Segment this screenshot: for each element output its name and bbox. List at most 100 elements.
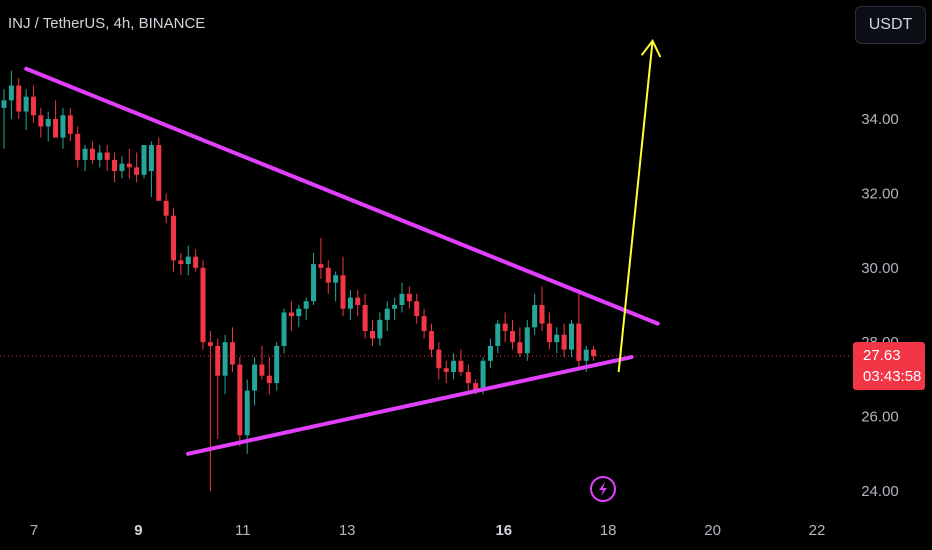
candle bbox=[392, 297, 398, 320]
candle bbox=[510, 319, 516, 350]
candles-layer bbox=[1, 70, 597, 491]
candle bbox=[546, 312, 552, 350]
candle bbox=[222, 334, 228, 395]
trendlines-layer bbox=[24, 66, 660, 456]
breakout-arrow-layer bbox=[617, 38, 662, 373]
bar-countdown: 03:43:58 bbox=[863, 368, 922, 385]
candle bbox=[163, 193, 169, 224]
breakout-arrow[interactable] bbox=[617, 38, 662, 373]
candle bbox=[75, 126, 81, 168]
candle bbox=[200, 260, 206, 350]
candle bbox=[370, 319, 375, 346]
candle bbox=[384, 301, 390, 332]
candle bbox=[451, 353, 457, 380]
candle bbox=[67, 107, 73, 142]
candle bbox=[104, 145, 110, 172]
candle bbox=[97, 145, 103, 168]
candle bbox=[30, 85, 36, 123]
candle bbox=[288, 301, 294, 332]
candle bbox=[53, 100, 59, 138]
candle bbox=[134, 152, 140, 183]
candle bbox=[591, 345, 597, 361]
x-tick-label: 22 bbox=[809, 522, 826, 539]
x-axis: 7 9 11 13 16 18 20 22 bbox=[30, 522, 826, 539]
candle bbox=[274, 342, 280, 391]
candle bbox=[8, 70, 14, 119]
candle bbox=[126, 148, 132, 179]
trendline-upper[interactable] bbox=[24, 66, 660, 326]
candle bbox=[215, 338, 221, 439]
candle bbox=[45, 111, 51, 142]
candle bbox=[89, 141, 95, 164]
candle bbox=[229, 327, 235, 372]
candle bbox=[421, 308, 427, 339]
candle bbox=[185, 245, 191, 276]
last-price-badge: 27.63 03:43:58 bbox=[853, 342, 925, 390]
lightning-bolt-icon[interactable] bbox=[590, 476, 616, 502]
y-tick-label: 24.00 bbox=[861, 483, 899, 500]
candle bbox=[517, 327, 523, 358]
candle bbox=[532, 293, 538, 335]
candle bbox=[38, 107, 44, 138]
x-tick-label: 20 bbox=[704, 522, 721, 539]
candle bbox=[436, 342, 442, 380]
x-tick-label: 16 bbox=[495, 522, 512, 539]
candle bbox=[333, 271, 339, 302]
candle bbox=[568, 319, 574, 358]
candle bbox=[311, 252, 317, 305]
candle bbox=[281, 308, 287, 354]
y-tick-label: 34.00 bbox=[861, 111, 899, 128]
candle bbox=[443, 360, 449, 384]
candle bbox=[377, 312, 383, 346]
candle bbox=[428, 323, 434, 358]
candle bbox=[156, 137, 162, 201]
candle bbox=[178, 252, 184, 276]
y-tick-label: 32.00 bbox=[861, 185, 899, 202]
y-tick-label: 26.00 bbox=[861, 409, 899, 426]
candle bbox=[495, 319, 501, 354]
candle bbox=[406, 286, 412, 309]
candle bbox=[554, 327, 560, 354]
candle bbox=[325, 260, 331, 294]
candle bbox=[16, 78, 22, 119]
candle bbox=[465, 364, 471, 391]
candle bbox=[112, 152, 118, 183]
last-price-value: 27.63 bbox=[863, 347, 901, 364]
candle bbox=[303, 297, 309, 320]
candle bbox=[487, 338, 493, 369]
candle bbox=[414, 293, 420, 324]
candle bbox=[141, 145, 147, 179]
candle bbox=[23, 89, 29, 131]
x-tick-label: 9 bbox=[134, 522, 142, 539]
candle bbox=[399, 282, 405, 313]
candle bbox=[458, 349, 464, 376]
x-tick-label: 7 bbox=[30, 522, 38, 539]
x-tick-label: 18 bbox=[600, 522, 617, 539]
candle bbox=[252, 357, 258, 406]
y-tick-label: 30.00 bbox=[861, 260, 899, 277]
candle bbox=[82, 145, 88, 172]
candle bbox=[340, 256, 346, 317]
candle bbox=[171, 208, 177, 272]
candle bbox=[119, 156, 125, 179]
candle bbox=[193, 249, 199, 272]
currency-button[interactable]: USDT bbox=[855, 6, 926, 44]
candle bbox=[237, 357, 243, 447]
candle bbox=[561, 323, 567, 358]
candle bbox=[355, 290, 361, 317]
x-tick-label: 11 bbox=[235, 522, 251, 539]
trendline-lower[interactable] bbox=[185, 355, 634, 456]
x-tick-label: 13 bbox=[339, 522, 356, 539]
candle bbox=[207, 331, 213, 491]
candle bbox=[524, 319, 530, 361]
candle bbox=[60, 107, 66, 149]
candle bbox=[266, 357, 272, 395]
candle bbox=[148, 141, 154, 198]
candle bbox=[539, 286, 545, 332]
candle bbox=[296, 305, 302, 328]
candle bbox=[347, 290, 353, 320]
candle bbox=[1, 89, 7, 149]
candle bbox=[502, 312, 508, 343]
